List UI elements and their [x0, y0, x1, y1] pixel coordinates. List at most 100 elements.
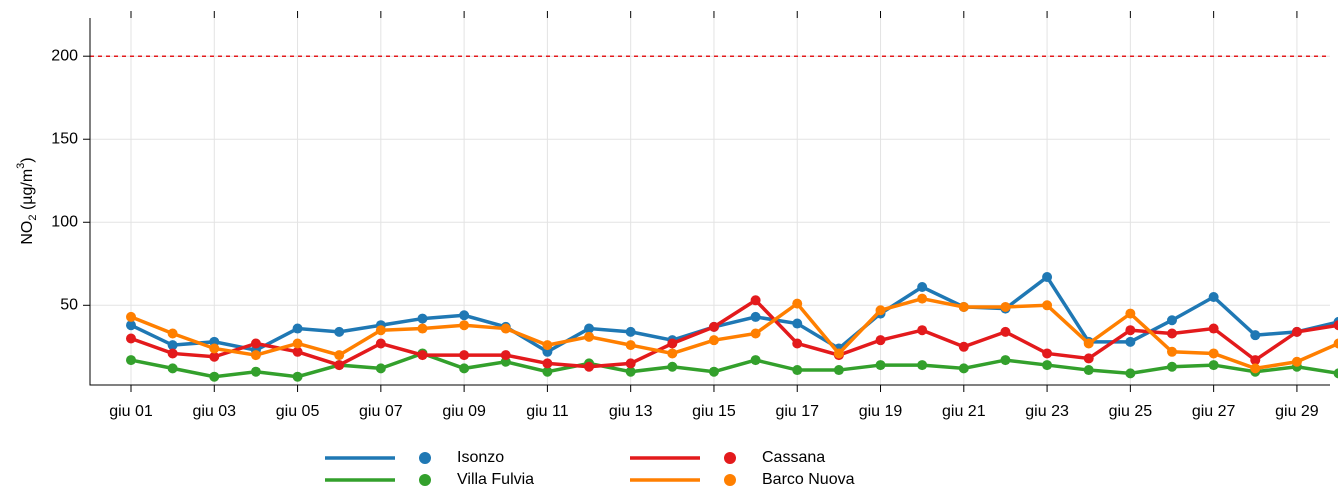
series-line	[130, 274, 1338, 354]
data-point	[750, 355, 761, 366]
data-point	[750, 295, 761, 306]
data-point	[334, 360, 345, 371]
plot-frame	[89, 17, 1331, 386]
data-point	[167, 328, 178, 339]
data-point	[126, 311, 136, 322]
data-point	[1125, 308, 1136, 319]
data-point	[750, 328, 761, 339]
data-point	[500, 350, 511, 361]
data-point	[708, 366, 719, 377]
data-point	[375, 363, 386, 374]
x-tick-label: giu 03	[192, 403, 236, 420]
data-point	[875, 335, 886, 346]
data-point	[1291, 356, 1302, 367]
x-tick-label: giu 05	[276, 403, 320, 420]
data-point	[667, 348, 678, 359]
data-point	[708, 321, 719, 332]
data-point	[1250, 363, 1261, 374]
data-point	[1250, 355, 1261, 366]
data-point	[459, 320, 470, 331]
legend-dot	[724, 452, 736, 464]
x-tick-label: giu 11	[526, 403, 569, 420]
data-point	[542, 366, 553, 377]
y-tick-label: 50	[60, 297, 78, 314]
data-point	[1083, 353, 1094, 364]
data-point	[708, 335, 719, 346]
y-tick-label: 150	[51, 130, 78, 147]
data-point	[958, 363, 969, 374]
data-point	[875, 360, 886, 371]
x-tick-label: giu 19	[859, 403, 903, 420]
data-point	[1000, 355, 1011, 366]
data-point	[292, 338, 303, 349]
x-tick-label: giu 17	[775, 403, 819, 420]
data-point	[126, 355, 136, 366]
data-point	[1208, 323, 1219, 334]
data-point	[1291, 326, 1302, 337]
data-point	[459, 310, 470, 321]
data-point	[625, 366, 636, 377]
data-point	[1042, 360, 1053, 371]
data-point	[1125, 368, 1136, 379]
data-point	[375, 325, 386, 336]
data-point	[833, 365, 844, 376]
data-point	[1333, 368, 1338, 379]
data-point	[500, 323, 511, 334]
data-point	[1208, 291, 1219, 302]
data-point	[1000, 326, 1011, 337]
legend-label: Isonzo	[457, 449, 504, 466]
legend-dot	[419, 474, 431, 486]
x-tick-label: giu 29	[1275, 403, 1319, 420]
data-point	[625, 340, 636, 351]
data-point	[1042, 348, 1053, 359]
x-tick-label: giu 23	[1025, 403, 1069, 420]
x-tick-label: giu 15	[692, 403, 736, 420]
x-tick-label: giu 21	[942, 403, 986, 420]
data-point	[334, 350, 345, 361]
data-point	[1250, 330, 1261, 341]
x-tick-label: giu 07	[359, 403, 403, 420]
data-point	[750, 311, 761, 322]
data-point	[375, 338, 386, 349]
data-point	[1208, 360, 1219, 371]
data-point	[542, 340, 553, 351]
data-point	[250, 350, 261, 361]
data-point	[1167, 315, 1177, 326]
series-line	[130, 351, 1338, 379]
data-point	[334, 326, 345, 337]
series-line	[130, 296, 1338, 371]
data-point	[917, 293, 928, 304]
data-point	[1125, 336, 1136, 347]
data-point	[958, 301, 969, 312]
data-point	[292, 371, 303, 382]
data-point	[584, 323, 595, 334]
data-point	[209, 371, 220, 382]
data-point	[625, 326, 636, 337]
data-point	[1208, 348, 1219, 359]
data-point	[667, 361, 678, 372]
data-point	[417, 350, 428, 361]
data-point	[792, 318, 803, 329]
data-point	[875, 305, 886, 316]
x-tick-label: giu 25	[1109, 403, 1153, 420]
x-tick-label: giu 13	[609, 403, 653, 420]
x-tick-label: giu 01	[109, 403, 153, 420]
legend-label: Barco Nuova	[762, 471, 855, 488]
data-point	[1167, 361, 1177, 372]
data-point	[167, 363, 178, 374]
data-point	[126, 320, 136, 331]
data-point	[958, 341, 969, 352]
data-point	[1167, 346, 1177, 357]
legend-label: Cassana	[762, 449, 825, 466]
data-point	[126, 333, 136, 344]
legend-dot	[419, 452, 431, 464]
data-point	[1000, 301, 1011, 312]
data-point	[625, 358, 636, 369]
data-point	[209, 343, 220, 354]
data-point	[1042, 300, 1053, 311]
data-point	[584, 331, 595, 342]
x-tick-label: giu 09	[442, 403, 486, 420]
data-point	[917, 325, 928, 336]
data-point	[1083, 338, 1094, 349]
x-tick-label: giu 27	[1192, 403, 1236, 420]
